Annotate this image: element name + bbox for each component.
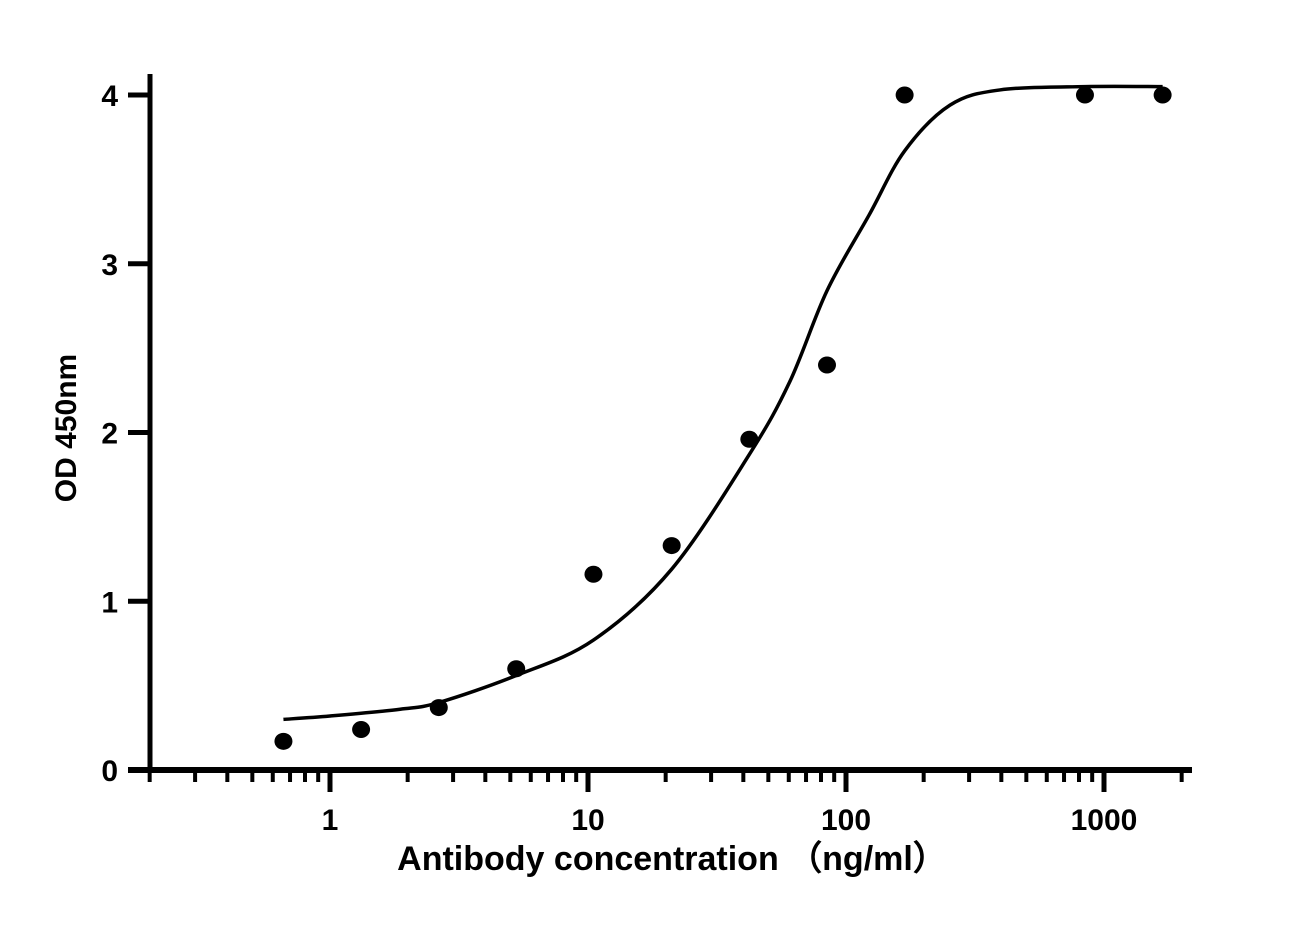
data-point bbox=[740, 430, 759, 448]
x-ticks: 1 10 100 1000 bbox=[147, 770, 1184, 837]
fit-curve bbox=[283, 84, 1163, 722]
y-tick-label: 0 bbox=[101, 755, 118, 788]
y-tick-label: 3 bbox=[101, 249, 118, 282]
y-tick-label: 2 bbox=[101, 418, 118, 451]
x-tick-label: 1000 bbox=[1071, 804, 1138, 837]
data-points bbox=[274, 86, 1172, 750]
data-point bbox=[817, 356, 836, 374]
x-axis-label: Antibody concentration （ng/ml） bbox=[397, 839, 947, 878]
data-point bbox=[352, 721, 371, 738]
y-tick-label: 4 bbox=[101, 80, 118, 113]
y-ticks: 0 1 2 3 4 bbox=[101, 80, 150, 788]
x-tick-label: 100 bbox=[821, 804, 871, 837]
x-tick-label: 10 bbox=[571, 804, 604, 837]
data-point bbox=[274, 732, 293, 750]
data-point bbox=[1075, 86, 1094, 104]
data-point bbox=[1153, 86, 1172, 104]
y-axis-label: OD 450nm bbox=[50, 354, 83, 502]
data-point bbox=[895, 86, 914, 104]
data-point bbox=[507, 660, 526, 678]
data-point bbox=[662, 537, 681, 555]
data-point bbox=[584, 565, 603, 583]
data-point bbox=[429, 699, 448, 717]
axes bbox=[128, 74, 1192, 773]
x-tick-label: 1 bbox=[322, 804, 339, 837]
y-tick-label: 1 bbox=[101, 586, 118, 619]
